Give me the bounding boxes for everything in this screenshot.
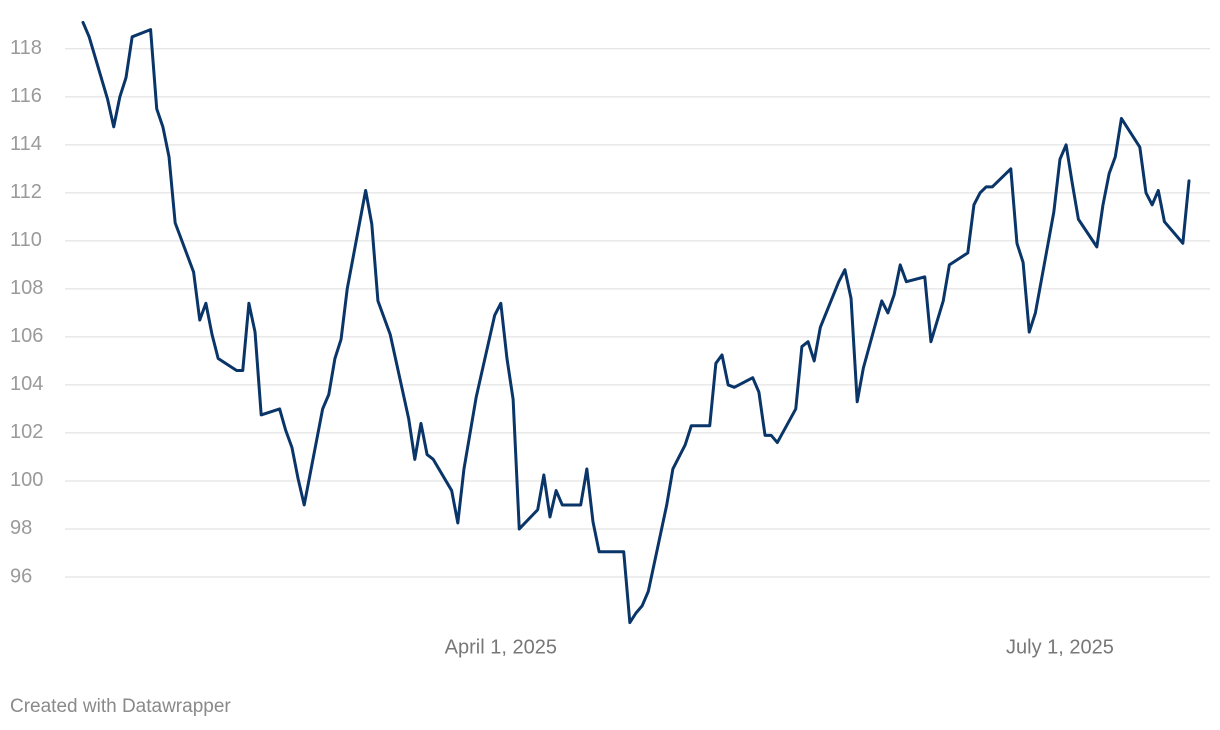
y-tick-label: 96	[10, 565, 32, 587]
credit: Created with Datawrapper	[10, 696, 231, 717]
x-tick-label: April 1, 2025	[445, 636, 557, 658]
y-tick-label: 98	[10, 517, 32, 539]
y-tick-label: 114	[10, 133, 42, 155]
x-tick-label: July 1, 2025	[1006, 636, 1114, 658]
y-tick-label: 102	[10, 421, 43, 443]
y-tick-label: 100	[10, 469, 43, 491]
y-tick-label: 118	[10, 37, 42, 59]
y-tick-label: 104	[10, 373, 43, 395]
y-tick-label: 116	[10, 85, 42, 107]
y-tick-label: 108	[10, 277, 43, 299]
y-tick-label: 106	[10, 325, 43, 347]
y-tick-label: 112	[10, 181, 42, 203]
line	[81, 20, 1191, 625]
y-tick-label: 110	[10, 229, 42, 251]
